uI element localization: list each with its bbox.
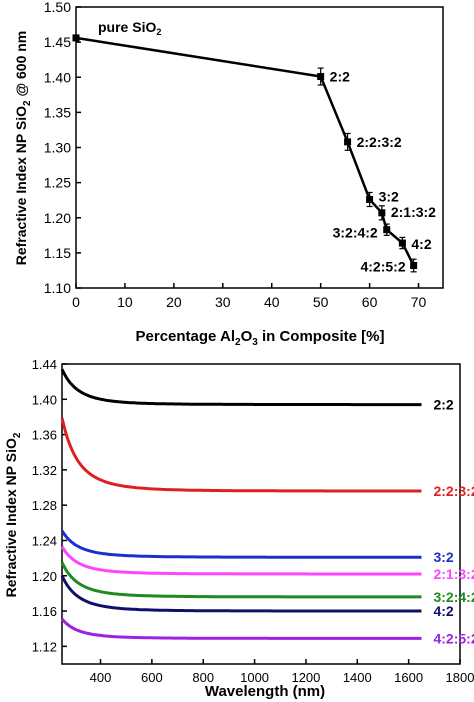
chart-b-y-ticks: 1.12 1.16 1.20 1.24 1.28 1.32 1.36 1.40 1.44: [32, 357, 67, 654]
data-label: 3:2:4:2: [333, 225, 378, 241]
chart-b-series-labels: 2:2 2:2:3:2 3:22:1:3:2 3:2:4:24:2 4:2:5:2: [433, 397, 474, 647]
chart-a-y-ticks: 1.10 1.15 1.20 1.25 1.30 1.35 1.40 1.45 1.50: [44, 0, 81, 296]
series-label: 2:1:3:2: [433, 566, 474, 582]
chart-a-y-tick-label: 1.40: [44, 69, 71, 85]
chart-a-x-tick-label: 40: [264, 294, 280, 310]
data-label: 4:2:5:2: [360, 259, 405, 275]
data-label: 3:2: [379, 188, 399, 204]
chart-b-y-tick-label: 1.32: [32, 463, 57, 478]
chart-b-y-tick-label: 1.24: [32, 533, 57, 548]
chart-a-x-tick-label: 20: [166, 294, 182, 310]
series-line: [60, 575, 422, 613]
chart-b-x-axis-label: Wavelength (nm): [205, 683, 325, 700]
data-point: [383, 226, 391, 234]
chart-a-y-tick-label: 1.25: [44, 175, 71, 191]
chart-b-x-tick-label: 1600: [394, 670, 423, 685]
series-line: [60, 529, 422, 559]
series-line: [60, 561, 422, 599]
series-line: [60, 417, 422, 493]
series-line: [60, 368, 422, 407]
series-label: 4:2: [433, 603, 453, 619]
data-point: [344, 138, 352, 146]
series-label: 2:2:3:2: [433, 483, 474, 499]
chart-a-x-axis-label: Percentage Al2O3 in Composite [%]: [136, 328, 385, 348]
chart-b-x-tick-label: 1800: [446, 670, 474, 685]
series-label: 3:2: [433, 549, 453, 565]
chart-b-y-tick-label: 1.12: [32, 639, 57, 654]
data-point: [72, 34, 80, 42]
chart-a-y-tick-label: 1.30: [44, 140, 71, 156]
series-line: [60, 545, 422, 576]
chart-a-y-tick-label: 1.10: [44, 280, 71, 296]
chart-a: 1.10 1.15 1.20 1.25 1.30 1.35 1.40 1.45 1.50 0 10…: [13, 0, 444, 348]
data-point: [378, 209, 386, 217]
chart-a-y-tick-label: 1.50: [44, 0, 71, 15]
data-label: 2:1:3:2: [391, 204, 436, 220]
chart-a-x-tick-label: 0: [72, 294, 80, 310]
chart-b-series-lines: [60, 368, 422, 640]
chart-a-x-tick-label: 60: [362, 294, 378, 310]
chart-a-y-tick-label: 1.15: [44, 245, 71, 261]
chart-a-x-tick-label: 70: [411, 294, 427, 310]
series-label: 3:2:4:2: [433, 589, 474, 605]
chart-b-y-tick-label: 1.28: [32, 498, 57, 513]
chart-b-x-tick-label: 800: [192, 670, 214, 685]
chart-a-x-tick-label: 50: [313, 294, 329, 310]
chart-a-points: pure SiO2 2:2 2:2:3:2 3:22:1:3:2 3:2:4:2 4:2 4…: [72, 19, 436, 275]
chart-b-x-tick-label: 600: [141, 670, 163, 685]
chart-b-x-tick-label: 400: [90, 670, 112, 685]
data-point: [410, 262, 418, 270]
chart-b: 1.12 1.16 1.20 1.24 1.28 1.32 1.36 1.40 1.44 400…: [3, 357, 474, 700]
chart-a-y-tick-label: 1.45: [44, 34, 71, 50]
chart-b-y-tick-label: 1.20: [32, 569, 57, 584]
data-label: pure SiO2: [98, 19, 161, 37]
chart-b-frame: [61, 363, 461, 665]
data-point: [366, 195, 374, 203]
series-label: 4:2:5:2: [433, 630, 474, 646]
chart-b-x-tick-label: 1000: [240, 670, 269, 685]
chart-b-y-tick-label: 1.40: [32, 392, 57, 407]
series-line: [60, 617, 422, 640]
data-point: [398, 239, 406, 247]
series-label: 2:2: [433, 397, 453, 413]
data-label: 2:2:3:2: [357, 134, 402, 150]
chart-b-y-tick-label: 1.44: [32, 357, 57, 372]
chart-a-x-tick-label: 30: [215, 294, 231, 310]
chart-a-y-tick-label: 1.35: [44, 104, 71, 120]
chart-a-x-ticks: 0 10 20 30 40 50 60 70: [72, 283, 427, 310]
chart-b-y-tick-label: 1.16: [32, 604, 57, 619]
chart-b-y-axis-label: Refractive Index NP SiO2: [3, 432, 23, 597]
chart-a-y-axis-label: Refractive Index NP SiO2 @ 600 nm: [13, 31, 33, 266]
data-label: 2:2: [330, 69, 350, 85]
chart-b-x-tick-label: 1400: [343, 670, 372, 685]
chart-b-x-tick-label: 1200: [291, 670, 320, 685]
data-label: 4:2: [411, 236, 431, 252]
chart-b-x-ticks: 400 600 800 1000 1200 1400 1600 1800: [90, 659, 474, 685]
data-point: [317, 73, 325, 81]
chart-a-y-tick-label: 1.20: [44, 210, 71, 226]
chart-a-x-tick-label: 10: [117, 294, 133, 310]
chart-b-y-tick-label: 1.36: [32, 428, 57, 443]
